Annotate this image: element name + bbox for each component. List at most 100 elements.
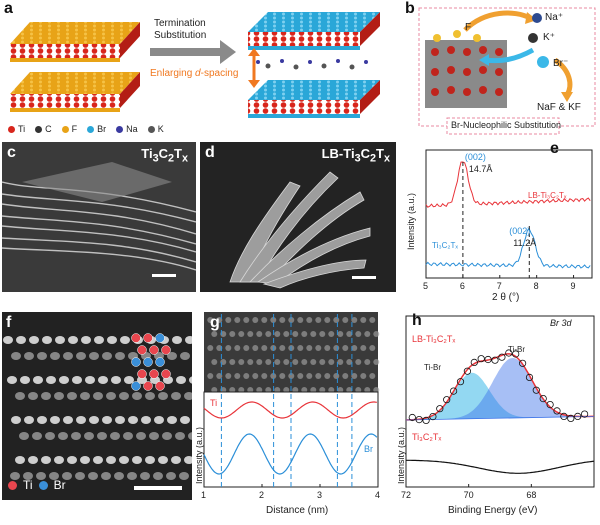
- d-letter: d: [195, 68, 201, 79]
- atom-column: [132, 392, 142, 400]
- strip-atom: [225, 373, 232, 379]
- overlay-atom: [137, 345, 147, 355]
- atom-column: [28, 392, 38, 400]
- panel-b-illustration: [418, 7, 596, 135]
- atom-column: [180, 416, 190, 424]
- stem-image-f: [3, 333, 192, 480]
- line-profile-chart: Ti Br 1 2 3 4 Intensity (a.u.) Distance (nm): [196, 312, 380, 516]
- atom-column: [11, 352, 21, 360]
- c-title-sub3: x: [181, 152, 188, 165]
- data-point: [546, 401, 554, 409]
- d-title-sub1: 3: [354, 152, 361, 165]
- atom-column: [81, 336, 91, 344]
- overlay-atom: [155, 333, 165, 343]
- data-point: [436, 405, 444, 413]
- br-label: Br⁻: [553, 58, 569, 69]
- strip-atom: [256, 359, 263, 365]
- atom-column: [179, 472, 189, 480]
- data-point: [574, 412, 582, 421]
- atom-column: [107, 336, 117, 344]
- strip-atom: [252, 345, 259, 351]
- comp1-label: Ti-Br: [424, 363, 441, 372]
- atom-column: [54, 392, 64, 400]
- x-tick-label: 2: [259, 490, 264, 500]
- panel-e: e 5 6 7 8 9 (002) 14.7Å (002) 11.2Å LB-Ti₃C₂Tₓ Ti₃…: [400, 140, 600, 302]
- strip-atom: [238, 331, 245, 337]
- atom-column: [102, 352, 112, 360]
- strip-atom: [216, 345, 223, 351]
- panel-a-illustration: [10, 12, 380, 118]
- atom-column: [175, 432, 185, 440]
- strip-atom: [301, 331, 308, 337]
- strip-atom: [283, 359, 290, 365]
- sem-image-d: [200, 142, 396, 292]
- panel-a: a: [0, 0, 400, 140]
- d-title-pre: LB-Ti: [321, 146, 355, 161]
- intercalated-ions: [256, 59, 368, 70]
- legend-label: K: [157, 124, 164, 134]
- atom-column: [67, 392, 77, 400]
- atom-column: [20, 376, 30, 384]
- strip-atom: [315, 345, 322, 351]
- legend-dot: [87, 125, 95, 133]
- atom-column: [89, 416, 99, 424]
- strip-atom: [274, 331, 281, 337]
- strip-atom: [369, 345, 376, 351]
- overlay-atom: [161, 369, 171, 379]
- atom-column: [54, 456, 64, 464]
- right-slab-top: [248, 12, 380, 50]
- x-tick-label: 7: [497, 281, 502, 291]
- atom-column: [15, 456, 25, 464]
- data-point: [539, 395, 547, 403]
- legend-dot: [147, 125, 155, 133]
- strip-atom: [288, 317, 295, 323]
- strip-atom: [346, 359, 353, 365]
- f-label: F: [465, 22, 472, 33]
- atom-column: [140, 472, 150, 480]
- strip-atom: [265, 359, 272, 365]
- scale-bar-f: [134, 486, 182, 490]
- atom-column: [119, 392, 129, 400]
- atom-column: [154, 416, 164, 424]
- panel-label-c: c: [7, 144, 16, 161]
- spacing-word: -spacing: [200, 68, 239, 79]
- strip-atom: [342, 317, 349, 323]
- left-slab-top: [10, 22, 140, 62]
- atom-column: [7, 376, 17, 384]
- d-title-mid: C: [360, 146, 370, 161]
- x-tick-label: 4: [375, 490, 380, 500]
- strip-atom: [207, 317, 214, 323]
- atom-column: [76, 416, 86, 424]
- legend-label: C: [45, 124, 52, 134]
- panel-label-a: a: [4, 0, 13, 17]
- data-point: [463, 367, 472, 375]
- strip-atom: [333, 373, 340, 379]
- strip-atom: [265, 331, 272, 337]
- strip-atom: [229, 359, 236, 365]
- overlay-atom: [149, 345, 159, 355]
- strip-atom: [324, 317, 331, 323]
- enlarge-text: Enlarging d-spacing: [150, 68, 238, 79]
- atom-column: [41, 392, 51, 400]
- strip-atom: [274, 359, 281, 365]
- atom-column: [16, 336, 26, 344]
- strip-atom: [229, 331, 236, 337]
- strip-atom: [328, 331, 335, 337]
- f-legend-ti: Ti: [23, 478, 33, 492]
- strip-atom: [306, 373, 313, 379]
- data-point: [581, 410, 589, 418]
- strip-atom: [333, 317, 340, 323]
- overlay-atom: [131, 357, 141, 367]
- atom-column: [72, 376, 82, 384]
- baseline: [405, 416, 595, 421]
- strip-atom: [252, 373, 259, 379]
- na-label: Na⁺: [545, 12, 564, 23]
- atom-column: [172, 336, 182, 344]
- overlay-atom: [143, 357, 153, 367]
- series2-name: Ti₃C₂Tₓ: [412, 432, 441, 442]
- atom-column: [33, 376, 43, 384]
- strip-atom: [319, 359, 326, 365]
- strip-atom: [261, 317, 268, 323]
- strip-atom: [243, 373, 250, 379]
- overlay-atom: [155, 381, 165, 391]
